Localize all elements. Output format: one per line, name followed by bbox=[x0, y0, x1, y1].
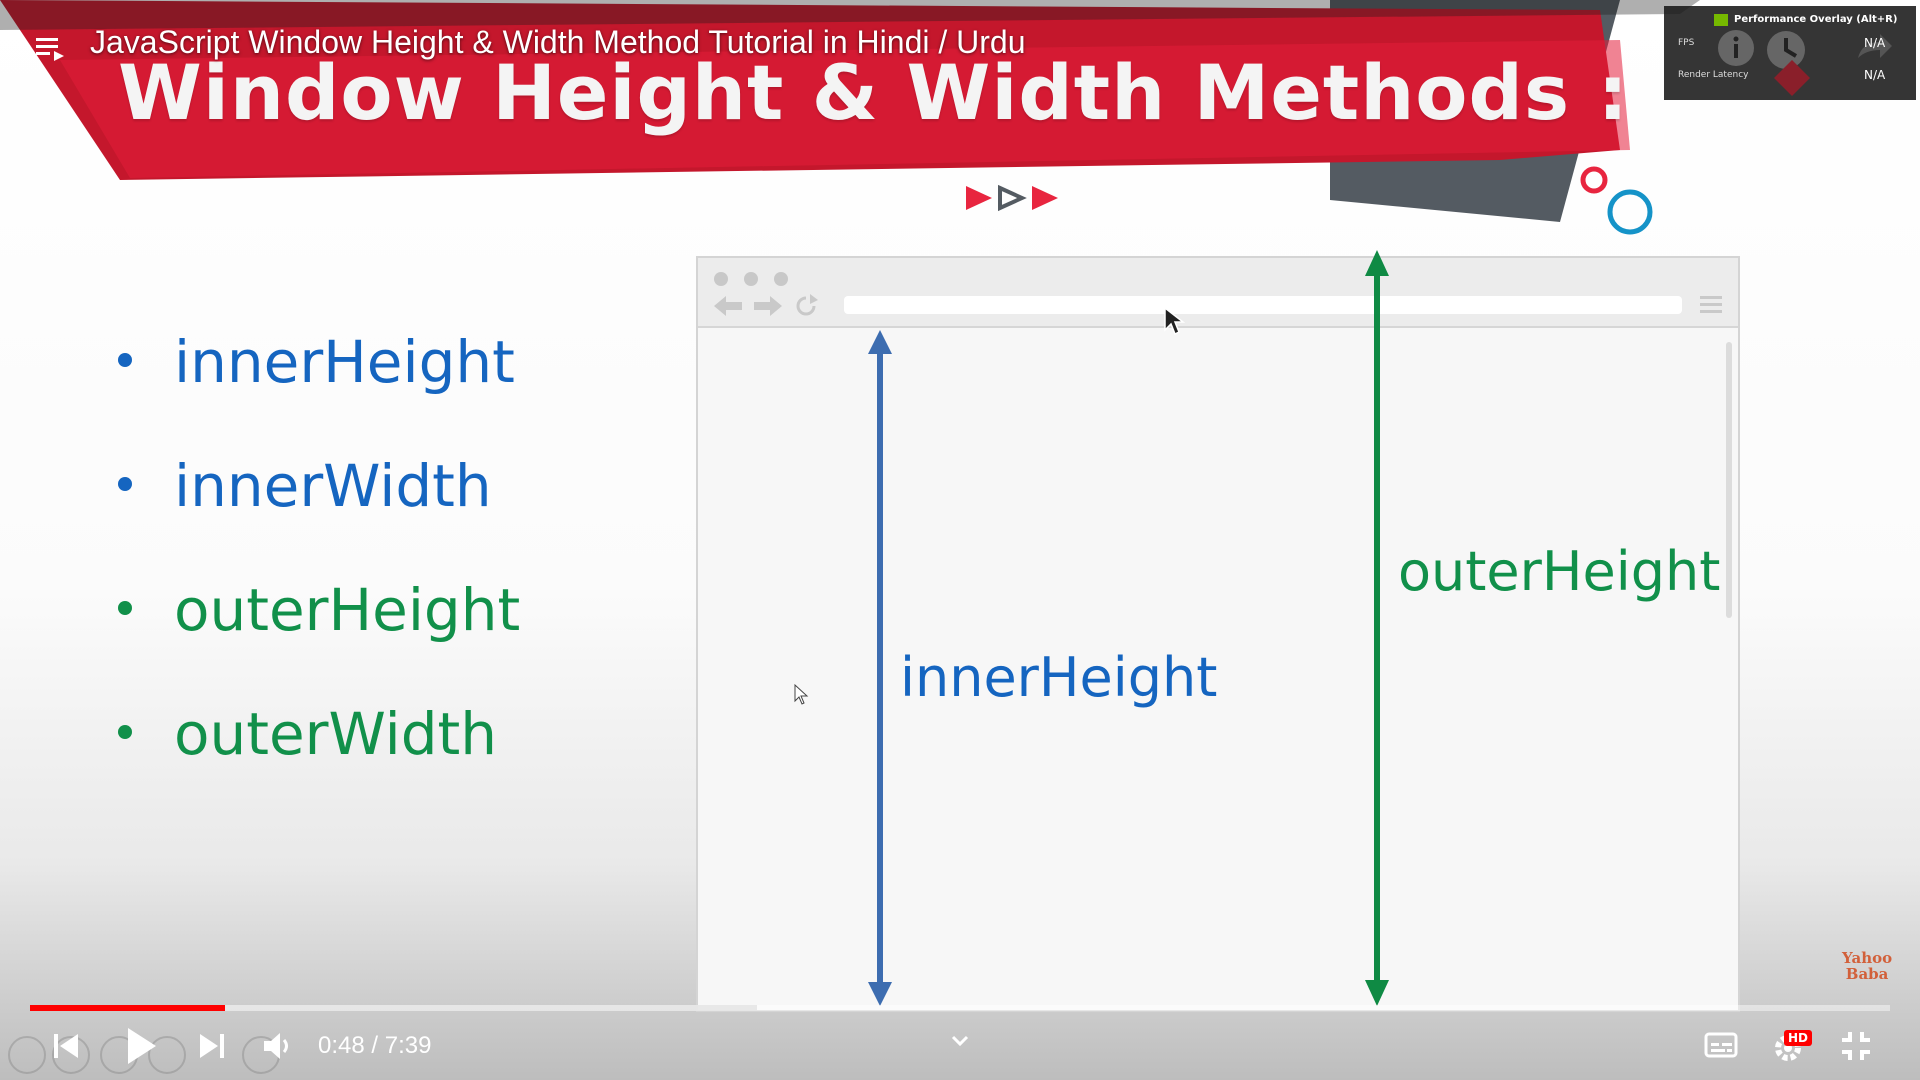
volume-icon[interactable] bbox=[262, 1030, 292, 1062]
window-dot-icon bbox=[774, 272, 788, 286]
play-icon[interactable] bbox=[124, 1026, 158, 1066]
inner-height-arrow bbox=[868, 330, 892, 1006]
bullet-item: innerHeight bbox=[118, 328, 515, 396]
yahoobaba-logo: Yahoo Baba bbox=[1842, 950, 1892, 982]
skip-previous-icon[interactable] bbox=[52, 1030, 82, 1062]
fullscreen-exit-icon[interactable] bbox=[1840, 1030, 1872, 1062]
video-title[interactable]: JavaScript Window Height & Width Method … bbox=[90, 24, 1026, 60]
browser-scrollbar bbox=[1726, 342, 1732, 618]
progress-bar[interactable] bbox=[30, 1005, 1890, 1011]
bullet-label: innerWidth bbox=[174, 452, 492, 520]
ghost-undo-icon bbox=[52, 1036, 90, 1074]
bullet-item: innerWidth bbox=[118, 452, 492, 520]
browser-mockup bbox=[696, 256, 1740, 1012]
bullet-label: outerHeight bbox=[174, 576, 521, 644]
bullet-dot-icon bbox=[118, 724, 132, 739]
fps-value: N/A bbox=[1864, 36, 1886, 50]
slide-title: Window Height & Width Methods : bbox=[118, 48, 1629, 137]
outer-height-arrow bbox=[1365, 250, 1389, 1006]
gear-icon[interactable] bbox=[1772, 1028, 1808, 1064]
ghost-back-icon bbox=[8, 1036, 46, 1074]
slide-banner bbox=[0, 0, 1700, 222]
play-arrows-decoration bbox=[966, 184, 1058, 212]
ghost-copy-icon bbox=[148, 1036, 186, 1074]
browser-toolbar bbox=[698, 258, 1738, 328]
clock-icon bbox=[1767, 31, 1805, 69]
overlay-title: Performance Overlay (Alt+R) bbox=[1734, 14, 1898, 25]
skip-next-icon[interactable] bbox=[196, 1030, 226, 1062]
back-arrow-icon bbox=[714, 296, 742, 316]
address-bar bbox=[844, 296, 1682, 314]
reload-icon bbox=[796, 296, 816, 316]
subtitles-icon[interactable] bbox=[1704, 1030, 1738, 1060]
progress-buffered bbox=[30, 1005, 758, 1011]
render-latency-label: Render Latency bbox=[1678, 70, 1749, 80]
window-dot-icon bbox=[714, 272, 728, 286]
bullet-label: outerWidth bbox=[174, 700, 498, 768]
browser-nav-icons bbox=[714, 294, 818, 316]
performance-overlay: Performance Overlay (Alt+R) FPS Render L… bbox=[1664, 6, 1916, 100]
logo-line-2: Baba bbox=[1845, 965, 1889, 983]
bullet-item: outerWidth bbox=[118, 700, 497, 768]
bullet-dot-icon bbox=[118, 476, 132, 491]
bullet-label: innerHeight bbox=[174, 328, 515, 396]
chevron-down-icon[interactable] bbox=[950, 1034, 970, 1048]
info-icon bbox=[1718, 30, 1754, 66]
forward-arrow-icon bbox=[754, 296, 782, 316]
bullet-dot-icon bbox=[118, 600, 132, 615]
playlist-icon[interactable] bbox=[34, 32, 66, 64]
bullet-dot-icon bbox=[118, 352, 132, 367]
nvidia-logo-icon bbox=[1714, 14, 1728, 26]
hd-badge: HD bbox=[1784, 1030, 1813, 1046]
pointer-cursor-icon bbox=[794, 683, 809, 705]
logo-line-1: Yahoo bbox=[1842, 949, 1893, 967]
inner-height-label: innerHeight bbox=[900, 646, 1218, 709]
time-display: 0:48 / 7:39 bbox=[318, 1032, 432, 1059]
mouse-cursor-icon bbox=[1164, 306, 1185, 336]
window-dot-icon bbox=[744, 272, 758, 286]
browser-menu-icon bbox=[1700, 296, 1722, 313]
circles-decoration bbox=[1580, 166, 1653, 235]
bullet-item: outerHeight bbox=[118, 576, 520, 644]
progress-played bbox=[30, 1005, 226, 1011]
record-diamond-icon bbox=[1774, 60, 1810, 96]
fps-label: FPS bbox=[1678, 38, 1695, 48]
render-latency-value: N/A bbox=[1864, 68, 1886, 82]
outer-height-label: outerHeight bbox=[1398, 540, 1721, 603]
share-icon bbox=[1858, 34, 1892, 58]
